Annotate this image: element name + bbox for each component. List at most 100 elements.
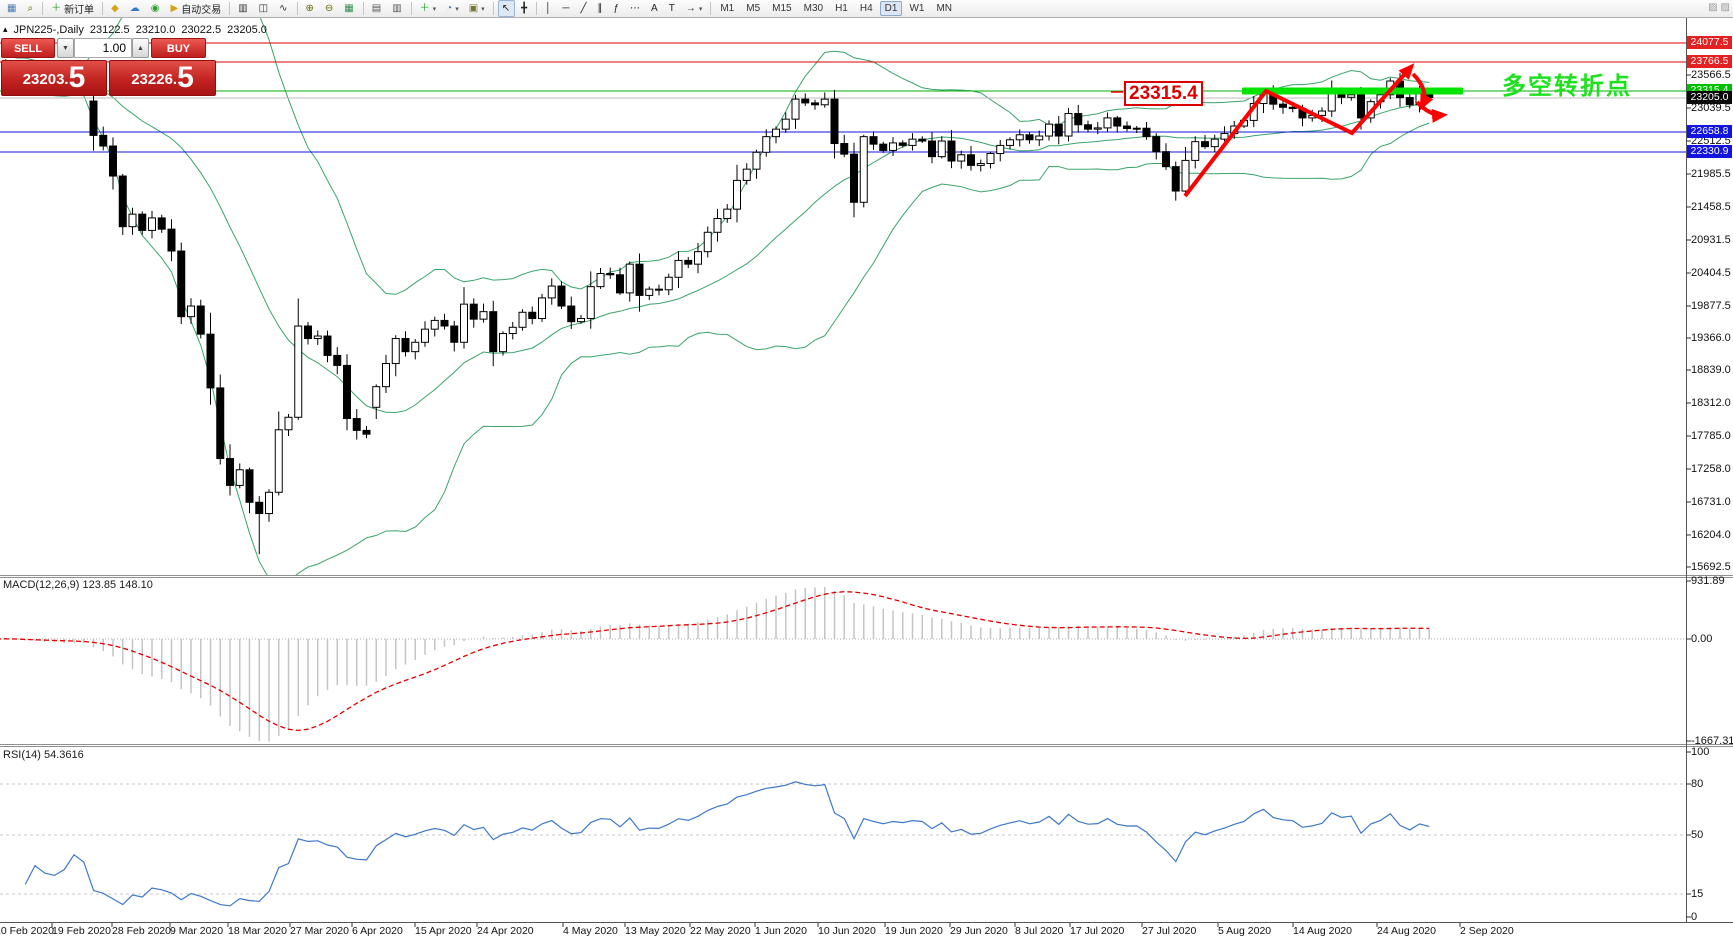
date-axis-label[interactable]: 15 Apr 2020 [415,925,472,937]
volume-input[interactable] [74,38,132,58]
price-tick-label: 23039.5 [1691,102,1731,114]
date-axis-label[interactable]: 10 Feb 2020 [0,925,54,937]
date-axis-label[interactable]: 29 Jun 2020 [950,925,1008,937]
toolbar-fibonacci-button[interactable]: ƒ [609,0,624,17]
toolbar-grid-button[interactable]: ⋯ [626,0,645,17]
toolbar-candle-chart-button[interactable]: ◫ [255,0,273,17]
date-axis-label[interactable]: 19 Jun 2020 [885,925,943,937]
date-axis-label[interactable]: 9 Mar 2020 [170,925,224,937]
timeframe-h1-button[interactable]: H1 [835,3,848,14]
timeframe-m30-button[interactable]: M30 [803,3,824,14]
price-badge-22330-9: 22330.9 [1687,145,1732,158]
text-icon: A [651,2,658,14]
price-tick-label: 21458.5 [1691,201,1731,213]
sell-price-main: 23203 [22,71,65,88]
trendline-icon: ╱ [580,2,587,14]
timeframe-m1-button[interactable]: M1 [720,3,735,14]
toolbar-indicators-button[interactable]: ＋ ▾ [416,0,441,17]
toolbar-new-chart-button[interactable]: ▦ [3,0,21,17]
toolbar-label-button[interactable]: T [665,0,680,17]
date-axis-label[interactable]: 14 Aug 2020 [1293,925,1352,937]
date-axis-label[interactable]: 17 Jul 2020 [1070,925,1125,937]
toolbar-zoom-in-button[interactable]: ⊕ [302,0,319,17]
toolbar-line-chart-button[interactable]: ∿ [275,0,292,17]
toolbar-metaeditor-button[interactable]: ◆ [107,0,124,17]
rsi-tick-label: 15 [1691,888,1704,900]
date-axis-label[interactable]: 6 Apr 2020 [352,925,403,937]
rsi-label: RSI(14) 54.3616 [3,749,84,761]
sell-price-pips: 5 [68,61,86,94]
arrows-icon: → [685,2,696,14]
toolbar-crosshair-button[interactable]: ╋ [517,0,532,17]
date-axis-label[interactable]: 1 Jun 2020 [755,925,807,937]
sell-price-point: . [64,71,69,88]
date-axis-label[interactable]: 10 Jun 2020 [818,925,876,937]
timeframe-h4-button[interactable]: H4 [859,3,873,14]
new-order-label: 新订单 [64,5,95,16]
help-icon[interactable]: ▨ [1720,2,1730,13]
price-badge-23205-0: 23205.0 [1687,91,1732,104]
timeframe-m15-button[interactable]: M15 [772,3,792,14]
toolbar-horizontal-line-button[interactable]: ─ [558,0,574,17]
toolbar-tile-windows-button[interactable]: ▦ [340,0,358,17]
date-axis-label[interactable]: 4 May 2020 [563,925,618,937]
date-axis-label[interactable]: 19 Feb 2020 [52,925,111,937]
price-flag-annotation[interactable]: 23315.4 [1124,81,1203,106]
buy-price-tile[interactable]: 23226. 5 [109,60,216,96]
date-axis-label[interactable]: 22 May 2020 [690,925,751,937]
timeframe-m5-button[interactable]: M5 [746,3,761,14]
sell-price-tile[interactable]: 23203. 5 [1,60,107,96]
toolbar-trendline-button[interactable]: ╱ [576,0,591,17]
timeframe-d1-button[interactable]: D1 [879,1,903,16]
date-axis-label[interactable]: 13 May 2020 [625,925,686,937]
date-axis-label[interactable]: 28 Feb 2020 [112,925,171,937]
candle-chart-icon: ◫ [258,2,269,14]
date-axis-label[interactable]: 18 Mar 2020 [228,925,287,937]
toolbar-signals-button[interactable]: ◉ [147,0,165,17]
date-axis-label[interactable]: 24 Aug 2020 [1377,925,1436,937]
arrange-windows-icon: ▤ [371,2,382,14]
toolbar-preview-button[interactable]: ⌕ [23,0,38,17]
toolbar-cursor-button[interactable]: ↖ [497,0,516,17]
buy-price-point: . [172,71,178,88]
timeframe-mn-button[interactable]: MN [936,3,953,14]
toolbar-vertical-line-button[interactable]: │ [541,0,556,17]
rsi-tick-label: 100 [1691,746,1710,758]
date-axis-label[interactable]: 8 Jul 2020 [1015,925,1064,937]
date-axis-label[interactable]: 27 Jul 2020 [1142,925,1197,937]
toolbar-community-button[interactable]: ☁ [126,0,145,17]
volume-decrease-button[interactable]: ▼ [57,38,74,58]
chevron-down-icon: ▾ [698,5,703,13]
buy-price-main: 23226 [131,71,173,88]
toolbar-arrange-windows-button[interactable]: ▤ [368,0,386,17]
toolbar-step-forward-button[interactable]: ▥ [388,0,406,17]
toolbar-text-button[interactable]: A [647,0,663,17]
toolbar-periods-button[interactable]: ◔ ▾ [442,0,463,17]
date-axis-label[interactable]: 27 Mar 2020 [290,925,349,937]
toolbar-new-order-button[interactable]: ＋新订单 [47,0,98,17]
toolbar-templates-button[interactable]: ▣ ▾ [465,0,489,17]
trend-zigzag-arrow [1183,63,1415,198]
toolbar-arrows-button[interactable]: → ▾ [682,0,707,17]
toolbar-bar-chart-button[interactable]: ▥ [234,0,252,17]
date-axis-label[interactable]: 24 Apr 2020 [477,925,534,937]
docking-icon[interactable]: ▨ [1708,2,1718,13]
volume-increase-button[interactable]: ▲ [132,38,149,58]
toolbar-zoom-out-button[interactable]: ⊖ [321,0,338,17]
macd-signal-line [0,591,1430,732]
step-forward-icon: ▥ [392,2,402,14]
trend-curve-arrow [1415,100,1448,123]
toolbar-channel-button[interactable]: ∥ [593,0,607,17]
zoom-out-icon: ⊖ [324,2,334,14]
turning-point-text[interactable]: 多空转折点 [1502,73,1632,100]
sell-button[interactable]: SELL [1,38,55,58]
buy-button[interactable]: BUY [151,38,206,58]
symbol-info: ▴ JPN225-,Daily 23122.5 23210.0 23022.5 … [3,24,267,36]
toolbar-autotrading-button[interactable]: ▶ 自动交易 [167,0,226,17]
timeframe-w1-button[interactable]: W1 [909,3,925,14]
date-axis-label[interactable]: 2 Sep 2020 [1460,925,1514,937]
price-badge-22658-8: 22658.8 [1687,125,1732,138]
trend-curve-arrow [1411,72,1434,111]
date-axis-label[interactable]: 5 Aug 2020 [1218,925,1272,937]
